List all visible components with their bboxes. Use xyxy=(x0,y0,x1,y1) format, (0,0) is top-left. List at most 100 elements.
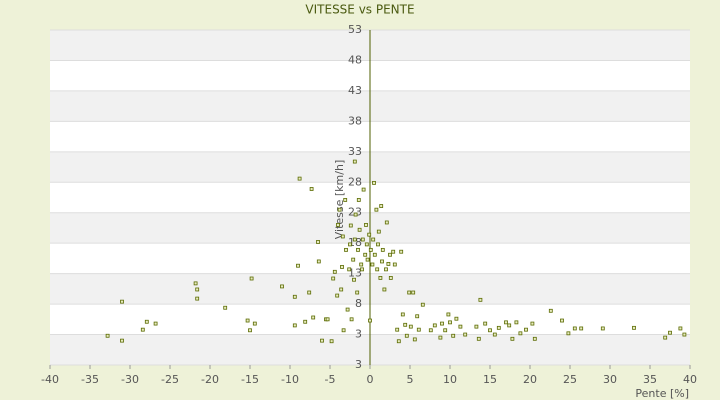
scatter-point xyxy=(378,275,383,280)
y-tick-label: 33 xyxy=(348,145,362,158)
scatter-point xyxy=(440,321,444,326)
scatter-point xyxy=(340,265,344,269)
scatter-point xyxy=(474,324,479,329)
y-tick-label: 8 xyxy=(355,297,362,310)
scatter-point xyxy=(360,237,365,242)
scatter-point xyxy=(392,262,397,267)
scatter-point xyxy=(345,307,350,312)
scatter-point xyxy=(372,180,376,185)
scatter-point xyxy=(316,259,321,264)
scatter-point xyxy=(560,318,564,323)
scatter-point xyxy=(335,293,340,298)
x-tick-label: 10 xyxy=(443,373,457,386)
scatter-point xyxy=(223,305,228,310)
scatter-point xyxy=(332,269,337,274)
y-tick-label: 38 xyxy=(348,114,362,127)
scatter-point xyxy=(388,252,392,257)
scatter-point xyxy=(374,207,379,212)
scatter-point xyxy=(368,247,373,252)
scatter-point xyxy=(303,319,308,324)
x-tick-label: 20 xyxy=(523,373,537,386)
scatter-point xyxy=(510,336,515,341)
scatter-point xyxy=(336,223,340,227)
scatter-point xyxy=(329,339,334,344)
scatter-point xyxy=(296,263,300,268)
scatter-point xyxy=(407,290,412,295)
scatter-point xyxy=(195,296,200,301)
scatter-point xyxy=(483,321,488,326)
y-tick-label: 3 xyxy=(355,358,362,371)
scatter-point xyxy=(438,335,443,340)
y-tick-label: 48 xyxy=(348,53,362,66)
scatter-point xyxy=(351,257,356,262)
scatter-point xyxy=(532,336,537,341)
scatter-point xyxy=(451,333,456,338)
scatter-point xyxy=(120,338,124,343)
x-tick-label: -15 xyxy=(241,373,259,386)
scatter-point xyxy=(395,327,400,332)
scatter-point xyxy=(391,249,396,254)
scatter-point xyxy=(353,212,358,217)
scatter-point xyxy=(399,249,404,254)
chart-title: VITESSE vs PENTE xyxy=(305,3,414,17)
y-tick-label: 28 xyxy=(348,175,362,188)
scatter-point xyxy=(384,267,388,272)
scatter-point xyxy=(400,312,405,317)
scatter-point xyxy=(514,320,519,325)
scatter-point xyxy=(347,267,352,272)
y-tick-label: 53 xyxy=(348,23,362,36)
scatter-point xyxy=(600,326,605,331)
scatter-point xyxy=(357,227,362,232)
scatter-point xyxy=(365,257,370,262)
scatter-point xyxy=(352,159,357,164)
scatter-point xyxy=(566,331,571,336)
scatter-point xyxy=(507,323,512,328)
scatter-point xyxy=(388,275,393,280)
scatter-point xyxy=(355,290,360,295)
scatter-point xyxy=(337,207,342,212)
scatter-point xyxy=(454,316,459,321)
x-tick-label: -35 xyxy=(81,373,99,386)
scatter-point xyxy=(458,324,463,329)
scatter-point xyxy=(463,332,468,337)
scatter-point xyxy=(311,315,316,320)
scatter-point xyxy=(663,335,668,340)
scatter-point xyxy=(379,204,384,208)
scatter-point xyxy=(363,252,368,257)
scatter-point xyxy=(403,322,408,327)
scatter-point xyxy=(380,247,385,252)
scatter-point xyxy=(356,198,361,202)
scatter-point xyxy=(340,234,345,239)
scatter-point xyxy=(548,308,553,313)
scatter-point xyxy=(105,333,110,338)
x-tick-label: 35 xyxy=(643,373,657,386)
scatter-point xyxy=(376,229,381,234)
scatter-point xyxy=(248,328,252,333)
scatter-point xyxy=(443,328,448,333)
scatter-point xyxy=(331,276,336,281)
scatter-point xyxy=(524,327,528,332)
scatter-point xyxy=(579,326,584,331)
scatter-point xyxy=(140,327,145,332)
y-axis-label: Vitesse [km/h] xyxy=(333,160,346,240)
scatter-point xyxy=(371,237,376,242)
scatter-point xyxy=(361,187,366,192)
scatter-point xyxy=(412,337,417,342)
x-tick-label: 25 xyxy=(563,373,577,386)
scatter-point xyxy=(356,247,360,252)
scatter-point xyxy=(432,323,437,328)
scatter-point xyxy=(348,223,353,228)
scatter-point xyxy=(446,312,451,317)
scatter-point xyxy=(292,323,297,328)
y-tick-label: 13 xyxy=(348,267,362,280)
scatter-point xyxy=(352,277,356,282)
scatter-point xyxy=(572,326,577,331)
scatter-point xyxy=(375,267,380,272)
scatter-point xyxy=(478,297,483,302)
scatter-point xyxy=(367,232,372,237)
scatter-point xyxy=(364,242,369,247)
scatter-point xyxy=(341,328,346,333)
scatter-point xyxy=(195,287,200,292)
scatter-point xyxy=(376,242,380,247)
